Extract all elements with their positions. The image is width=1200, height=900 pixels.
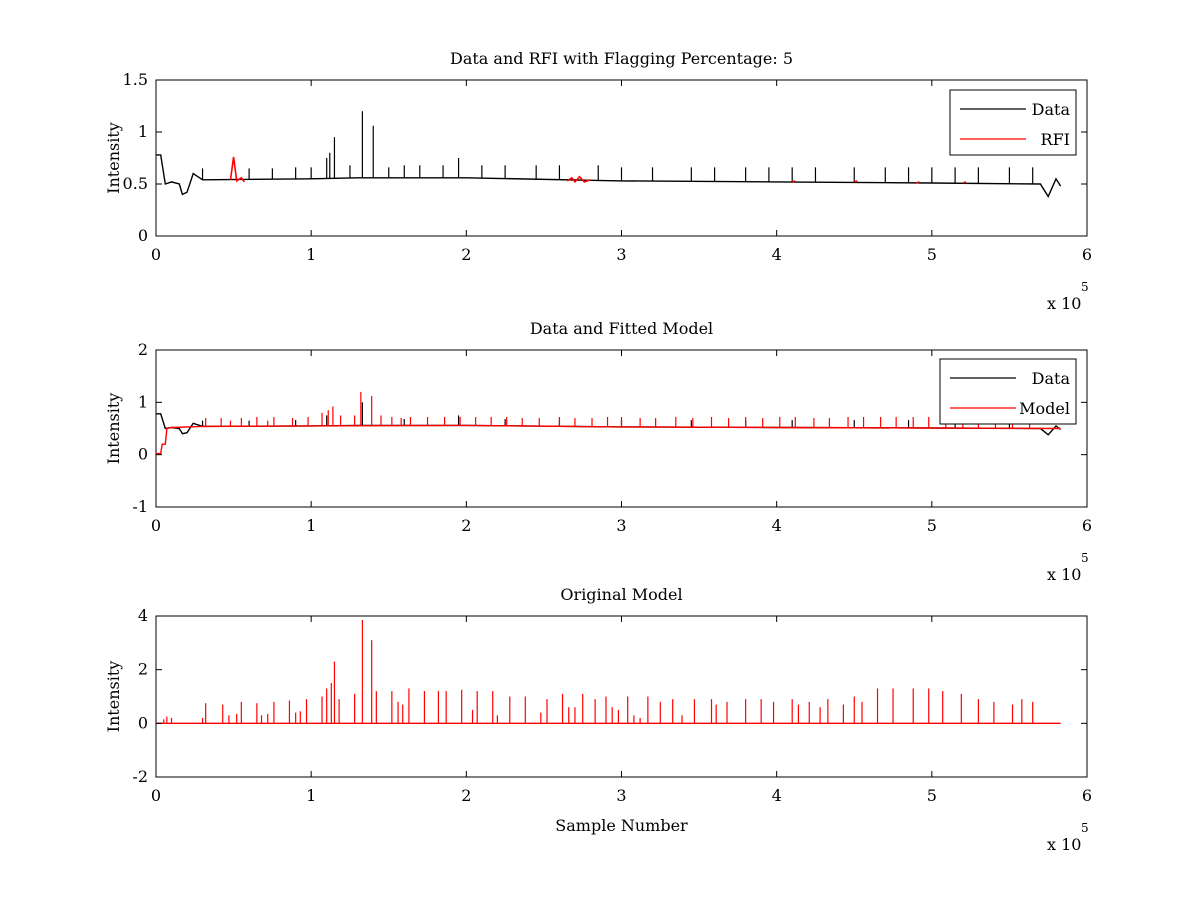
plot-area: [156, 111, 1062, 198]
x-tick-label: 0: [151, 516, 161, 535]
y-axis-label: Intensity: [104, 122, 123, 194]
x-tick-label: 2: [461, 786, 471, 805]
subplot-title: Data and RFI with Flagging Percentage: 5: [450, 49, 793, 68]
x-tick-label: 4: [772, 516, 782, 535]
x-tick-label: 5: [927, 786, 937, 805]
segment-rfi-5: [962, 181, 967, 184]
x-tick-label: 0: [151, 245, 161, 264]
x-exponent-power: 5: [1081, 551, 1089, 565]
x-exponent-power: 5: [1081, 821, 1089, 835]
axes-box: [155, 615, 1088, 778]
y-tick-label: 0: [138, 713, 148, 732]
axes-box: [155, 79, 1088, 237]
x-tick-label: 4: [772, 786, 782, 805]
y-tick-label: 0: [138, 226, 148, 245]
x-tick-label: 2: [461, 245, 471, 264]
series-line-data: [156, 154, 1062, 198]
segment-rfi-1: [566, 175, 591, 184]
x-tick-label: 0: [151, 786, 161, 805]
y-tick-label: 0.5: [123, 174, 148, 193]
series-line-model: [156, 424, 1061, 455]
x-exponent-label: x 10: [1047, 565, 1081, 584]
x-tick-label: 1: [306, 786, 316, 805]
plot-area: [156, 391, 1062, 455]
legend-label-rfi: RFI: [1041, 130, 1070, 149]
y-tick-label: -1: [132, 497, 148, 516]
x-exponent-label: x 10: [1047, 835, 1081, 854]
x-tick-label: 1: [306, 245, 316, 264]
segment-rfi-2: [791, 180, 796, 183]
x-tick-label: 3: [616, 516, 626, 535]
legend: Data RFI: [949, 89, 1077, 156]
y-tick-label: 4: [138, 606, 148, 625]
x-exponent-power: 5: [1081, 280, 1089, 294]
y-tick-label: 1: [138, 122, 148, 141]
x-tick-label: 5: [927, 245, 937, 264]
legend: Data Model: [939, 358, 1077, 425]
subplot-title: Data and Fitted Model: [530, 319, 713, 338]
y-axis-label: Intensity: [104, 393, 123, 465]
y-axis-label: Intensity: [104, 661, 123, 733]
x-tick-label: 6: [1082, 245, 1092, 264]
legend-box: [949, 89, 1077, 156]
x-tick-label: 3: [616, 245, 626, 264]
series-line-data: [156, 413, 1062, 436]
x-tick-label: 6: [1082, 516, 1092, 535]
segment-rfi-0: [229, 156, 246, 183]
legend-box: [939, 358, 1077, 425]
x-exponent-label: x 10: [1047, 294, 1081, 313]
segment-rfi-3: [854, 180, 858, 183]
y-tick-label: 0: [138, 445, 148, 464]
x-tick-label: 2: [461, 516, 471, 535]
x-tick-label: 1: [306, 516, 316, 535]
y-tick-label: 1: [138, 392, 148, 411]
x-tick-label: 3: [616, 786, 626, 805]
legend-label-model: Model: [1019, 399, 1070, 418]
x-tick-label: 4: [772, 245, 782, 264]
y-tick-label: 2: [138, 340, 148, 359]
x-tick-label: 5: [927, 516, 937, 535]
x-axis-label: Sample Number: [555, 816, 688, 835]
plot-area: [156, 620, 1061, 724]
y-tick-label: 2: [138, 660, 148, 679]
y-tick-label: -2: [132, 767, 148, 786]
subplot-title: Original Model: [560, 585, 682, 604]
legend-label-data: Data: [1032, 100, 1071, 119]
y-tick-label: 1.5: [123, 70, 148, 89]
legend-label-data: Data: [1032, 369, 1071, 388]
x-tick-label: 6: [1082, 786, 1092, 805]
segment-rfi-4: [916, 181, 920, 184]
